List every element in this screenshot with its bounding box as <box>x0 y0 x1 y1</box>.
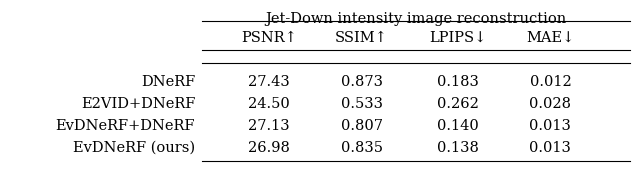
Text: DNeRF: DNeRF <box>141 75 195 89</box>
Text: MAE↓: MAE↓ <box>526 31 575 45</box>
Text: 0.013: 0.013 <box>529 119 572 133</box>
Text: 0.140: 0.140 <box>436 119 479 133</box>
Text: 0.807: 0.807 <box>340 119 383 133</box>
Text: 0.533: 0.533 <box>340 97 383 111</box>
Text: 0.028: 0.028 <box>529 97 572 111</box>
Text: 24.50: 24.50 <box>248 97 290 111</box>
Text: SSIM↑: SSIM↑ <box>335 31 388 45</box>
Text: PSNR↑: PSNR↑ <box>241 31 297 45</box>
Text: 26.98: 26.98 <box>248 141 290 155</box>
Text: EvDNeRF+DNeRF: EvDNeRF+DNeRF <box>56 119 195 133</box>
Text: 0.138: 0.138 <box>436 141 479 155</box>
Text: 27.43: 27.43 <box>248 75 290 89</box>
Text: 0.012: 0.012 <box>529 75 572 89</box>
Text: EvDNeRF (ours): EvDNeRF (ours) <box>73 141 195 155</box>
Text: LPIPS↓: LPIPS↓ <box>429 31 486 45</box>
Text: Jet-Down intensity image reconstruction: Jet-Down intensity image reconstruction <box>266 12 566 26</box>
Text: 0.262: 0.262 <box>436 97 479 111</box>
Text: 0.873: 0.873 <box>340 75 383 89</box>
Text: 27.13: 27.13 <box>248 119 290 133</box>
Text: 0.013: 0.013 <box>529 141 572 155</box>
Text: 0.183: 0.183 <box>436 75 479 89</box>
Text: 0.835: 0.835 <box>340 141 383 155</box>
Text: E2VID+DNeRF: E2VID+DNeRF <box>81 97 195 111</box>
